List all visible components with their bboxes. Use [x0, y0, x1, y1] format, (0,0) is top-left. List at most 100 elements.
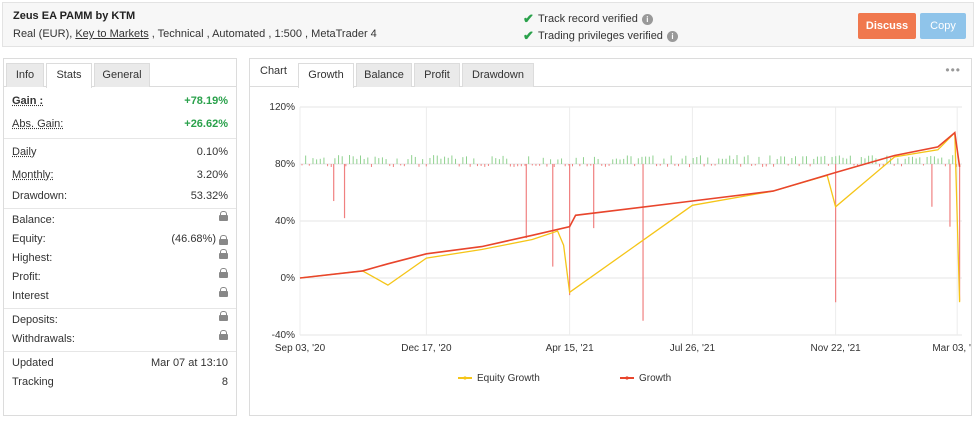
tab-stats[interactable]: Stats [46, 63, 92, 88]
gain-label[interactable]: Gain : [12, 95, 44, 107]
chart-lines [299, 131, 961, 303]
track-record-label: Track record verified [538, 13, 638, 25]
drawdown-label: Drawdown: [12, 190, 68, 202]
stat-withdrawals: Withdrawals: [4, 330, 236, 349]
daily-bars [301, 155, 961, 321]
daily-label[interactable]: Daily [12, 146, 37, 158]
more-dots-icon[interactable]: ••• [945, 63, 961, 77]
deposits-label: Deposits: [12, 314, 58, 326]
divider [4, 138, 236, 139]
drawdown-value: 53.32% [190, 190, 228, 202]
stat-gain: Gain : +78.19% [4, 92, 236, 111]
divider [4, 308, 236, 309]
y-tick-label: 120% [269, 102, 295, 113]
meta-suffix: , Technical , Automated , 1:500 , MetaTr… [148, 28, 377, 40]
info-icon[interactable]: i [666, 30, 678, 42]
tab-growth[interactable]: Growth [298, 63, 354, 88]
stat-daily: Daily 0.10% [4, 143, 236, 162]
stat-profit: Profit: [4, 268, 236, 287]
chart-tab-label: Chart [260, 65, 287, 77]
lock-icon [219, 268, 228, 278]
legend-equity-marker [463, 376, 467, 380]
copy-button[interactable]: Copy [920, 13, 966, 39]
tracking-label: Tracking [12, 376, 54, 388]
stat-monthly: Monthly: 3.20% [4, 166, 236, 185]
discuss-button[interactable]: Discuss [858, 13, 916, 39]
stats-panel: Info Stats General Gain : +78.19% Abs. G… [3, 58, 237, 416]
divider [4, 208, 236, 209]
x-axis-ticks: Sep 03, '20 Dec 17, '20 Apr 15, '21 Jul 26,… [275, 343, 971, 354]
system-title: Zeus EA PAMM by KTM [13, 10, 136, 22]
highest-label: Highest: [12, 252, 53, 264]
abs-gain-label[interactable]: Abs. Gain: [12, 118, 64, 130]
stat-drawdown: Drawdown: 53.32% [4, 187, 236, 206]
monthly-value: 3.20% [196, 169, 228, 181]
broker-link[interactable]: Key to Markets [75, 28, 149, 40]
abs-gain-value: +26.62% [184, 118, 228, 130]
growth-line [299, 131, 961, 279]
trading-privileges-label: Trading privileges verified [538, 30, 663, 42]
meta-prefix: Real (EUR), [13, 28, 76, 40]
tab-drawdown[interactable]: Drawdown [462, 63, 534, 87]
x-tick-label: Dec 17, '20 [401, 343, 452, 354]
track-record-verified: ✔ Track record verified i [523, 11, 653, 27]
daily-value: 0.10% [196, 146, 228, 158]
chart-panel: Chart Growth Balance Profit Drawdown •••… [249, 58, 972, 416]
y-tick-label: 0% [281, 273, 296, 284]
lock-icon [219, 249, 228, 259]
lock-icon [219, 287, 228, 297]
profit-label: Profit: [12, 271, 41, 283]
equity-label: Equity: [12, 233, 46, 245]
tab-info[interactable]: Info [6, 63, 44, 87]
updated-label: Updated [12, 357, 54, 369]
x-tick-label: Jul 26, '21 [670, 343, 716, 354]
x-tick-label: Nov 22, '21 [810, 343, 861, 354]
balance-label: Balance: [12, 214, 55, 226]
tab-general[interactable]: General [94, 63, 150, 87]
stat-deposits: Deposits: [4, 311, 236, 330]
check-icon: ✔ [523, 11, 534, 26]
y-tick-label: -40% [272, 330, 295, 341]
stat-tracking: Tracking 8 [4, 373, 236, 392]
trading-privileges-verified: ✔ Trading privileges verified i [523, 28, 678, 44]
withdrawals-label: Withdrawals: [12, 333, 75, 345]
y-axis-ticks: 120% 80% 40% 0% -40% [269, 102, 295, 341]
chart-grid [299, 106, 962, 336]
divider [4, 351, 236, 352]
tab-profit[interactable]: Profit [414, 63, 460, 87]
lock-icon [219, 234, 228, 245]
equity-value: (46.68%) [171, 233, 216, 245]
system-meta: Real (EUR), Key to Markets , Technical ,… [13, 28, 377, 40]
monthly-label[interactable]: Monthly: [12, 169, 54, 181]
stat-interest: Interest [4, 287, 236, 306]
system-header: Zeus EA PAMM by KTM Real (EUR), Key to M… [2, 2, 974, 47]
chart-tabs: Chart Growth Balance Profit Drawdown ••• [250, 59, 971, 88]
stat-updated: Updated Mar 07 at 13:10 [4, 354, 236, 373]
updated-value: Mar 07 at 13:10 [150, 357, 228, 369]
interest-label: Interest [12, 290, 49, 302]
lock-icon [219, 311, 228, 321]
tab-balance[interactable]: Balance [356, 63, 412, 87]
stats-tabs: Info Stats General [4, 59, 236, 88]
info-icon[interactable]: i [641, 13, 653, 25]
x-tick-label: Mar 03, '22 [932, 343, 971, 354]
legend-growth-marker [625, 376, 629, 380]
y-tick-label: 40% [275, 216, 295, 227]
lock-icon [219, 330, 228, 340]
stat-balance: Balance: [4, 211, 236, 230]
stat-highest: Highest: [4, 249, 236, 268]
lock-icon [219, 211, 228, 221]
check-icon: ✔ [523, 28, 534, 43]
stat-equity: Equity: (46.68%) [4, 230, 236, 249]
legend-growth-label[interactable]: Growth [639, 373, 671, 384]
growth-chart: 120% 80% 40% 0% -40% Sep 03, '20 Dec 17, '20 A… [269, 102, 971, 384]
chart-legend: Equity Growth Growth [458, 373, 671, 384]
equity-growth-line [299, 131, 961, 303]
stats-list: Gain : +78.19% Abs. Gain: +26.62% Daily … [4, 88, 236, 392]
stat-abs-gain: Abs. Gain: +26.62% [4, 115, 236, 134]
legend-equity-label[interactable]: Equity Growth [477, 373, 540, 384]
y-tick-label: 80% [275, 159, 295, 170]
x-tick-label: Apr 15, '21 [546, 343, 594, 354]
x-tick-label: Sep 03, '20 [275, 343, 326, 354]
gain-value: +78.19% [184, 95, 228, 107]
